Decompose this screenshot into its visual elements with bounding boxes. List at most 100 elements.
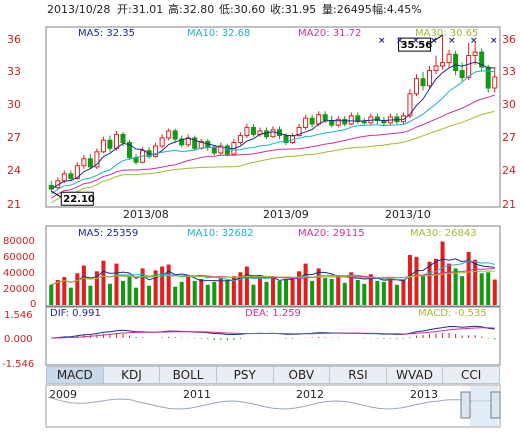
event-marker-icon[interactable]: × <box>448 36 456 46</box>
volume-tick-60000: 60000 <box>3 252 35 263</box>
volume-bar <box>381 281 386 305</box>
candle-body <box>192 137 198 149</box>
navigator-year-2011: 2011 <box>183 388 211 401</box>
candle-body <box>127 142 133 159</box>
volume-bar <box>160 266 165 305</box>
navigator-left-handle[interactable] <box>460 391 471 419</box>
max-price-label: 35.56 <box>401 40 433 51</box>
max-callout-box <box>398 37 432 52</box>
volume-bar <box>231 276 236 305</box>
event-marker-icon[interactable]: × <box>378 36 386 46</box>
macd-tick-bottom: -1.546 <box>2 359 34 370</box>
candle-body <box>68 173 74 179</box>
candle-body <box>303 117 309 128</box>
candle-body <box>361 121 367 124</box>
candle-body <box>172 130 178 140</box>
header-high: 高:32.80 <box>168 2 214 16</box>
indicator-tab-bar: MACD KDJ BOLL PSY OBV RSI WVAD CCI <box>46 366 500 384</box>
tab-macd[interactable]: MACD <box>47 367 104 383</box>
event-marker-icon[interactable]: × <box>396 36 404 46</box>
price-ma5-line <box>51 61 495 190</box>
navigator-year-2009: 2009 <box>49 388 77 401</box>
volume-bar <box>284 279 289 305</box>
volume-bar <box>355 279 360 305</box>
candle-body <box>250 126 256 135</box>
header-close: 收:31.95 <box>270 2 316 16</box>
candle-body <box>166 130 172 139</box>
tab-rsi[interactable]: RSI <box>330 367 387 383</box>
volume-bar <box>290 277 295 305</box>
volume-bar <box>238 272 243 305</box>
volume-bar <box>55 279 60 305</box>
candle-body <box>100 139 106 153</box>
candle-body <box>244 126 250 137</box>
volume-bar <box>62 277 67 305</box>
x-tick-2013-09: 2013/09 <box>263 208 309 221</box>
volume-bar <box>257 278 262 305</box>
price-ma10-line <box>51 70 495 195</box>
event-marker-icon[interactable]: × <box>412 36 420 46</box>
candle-body <box>420 78 426 87</box>
volume-bar <box>134 287 139 305</box>
candle-body <box>446 53 452 63</box>
candle-body <box>309 117 315 125</box>
event-marker-icon[interactable]: × <box>470 36 478 46</box>
volume-bar <box>153 270 158 305</box>
tab-cci[interactable]: CCI <box>461 368 482 382</box>
candle-body <box>81 158 87 167</box>
volume-bar <box>440 241 445 305</box>
volume-bar <box>251 284 256 305</box>
candle-body <box>263 130 269 138</box>
volume-ma20-label: MA20: 29115 <box>298 228 365 239</box>
volume-bar <box>473 259 478 305</box>
volume-bar <box>479 273 484 305</box>
volume-bar <box>310 280 315 305</box>
navigator-year-2012: 2012 <box>296 388 324 401</box>
candle-body <box>335 118 341 126</box>
tab-obv[interactable]: OBV <box>274 367 331 383</box>
volume-bar <box>323 278 328 305</box>
price-ma10-label: MA10: 32.68 <box>187 28 250 39</box>
candle-body <box>472 51 478 57</box>
volume-bar <box>270 276 276 305</box>
tab-psy[interactable]: PSY <box>217 367 274 383</box>
price-ma20-label: MA20: 31.72 <box>298 28 361 39</box>
volume-bar <box>349 272 354 305</box>
volume-bar <box>49 284 54 305</box>
volume-bar <box>420 276 426 305</box>
candle-body <box>316 114 322 125</box>
price-ma30-line <box>51 110 495 204</box>
candle-body <box>492 76 498 89</box>
macd-dea-label: DEA: 1.259 <box>245 308 301 319</box>
volume-bar <box>407 254 412 305</box>
tab-wvad[interactable]: WVAD <box>387 367 444 383</box>
header-low: 低:30.60 <box>219 3 265 16</box>
tab-boll[interactable]: BOLL <box>160 367 217 383</box>
candle-body <box>329 119 335 126</box>
navigator-right-handle[interactable] <box>490 391 501 419</box>
candle-body <box>211 146 217 154</box>
candle-body <box>342 118 348 125</box>
volume-bar <box>140 268 145 305</box>
event-marker-icon[interactable]: × <box>490 36 498 46</box>
candle-body <box>427 70 433 87</box>
candle-body <box>153 145 159 157</box>
candle-body <box>348 115 354 125</box>
macd-panel-frame <box>45 306 501 366</box>
candle-body <box>218 145 224 154</box>
volume-ma30-line <box>51 270 495 286</box>
volume-bar <box>101 260 106 305</box>
event-marker-icon[interactable]: × <box>430 36 438 46</box>
price-tick-33: 33 <box>7 65 21 78</box>
volume-bar <box>120 280 126 305</box>
price-tick-36: 36 <box>7 33 21 46</box>
price-tick-24: 24 <box>7 164 21 177</box>
price-tick-33-right: 33 <box>502 65 516 78</box>
macd-tick-top: 1.546 <box>4 310 33 321</box>
tab-kdj[interactable]: KDJ <box>104 367 161 383</box>
volume-bar <box>297 271 302 305</box>
price-tick-27: 27 <box>7 131 21 144</box>
x-tick-2013-10: 2013/10 <box>385 208 431 221</box>
